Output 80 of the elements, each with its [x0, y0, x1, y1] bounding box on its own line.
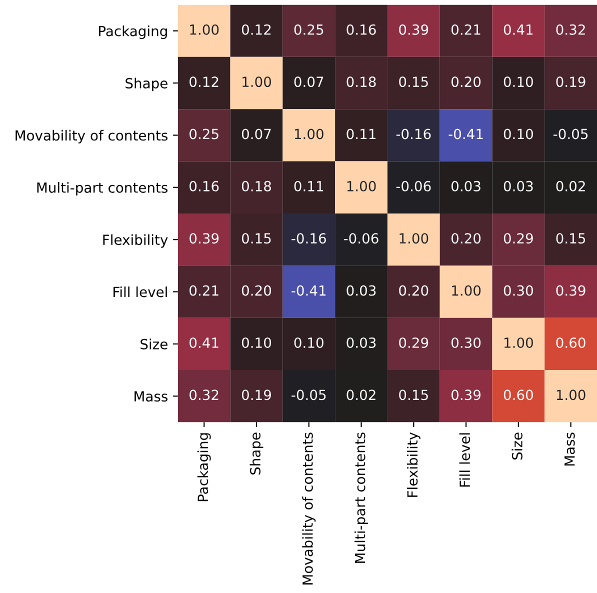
- data-label: 0.29: [399, 337, 428, 348]
- data-label: 0.39: [556, 285, 586, 296]
- data-label: 0.10: [504, 128, 533, 140]
- data-label: 0.12: [190, 76, 218, 88]
- data-label: 0.19: [556, 76, 586, 88]
- data-label: -0.16: [292, 233, 326, 244]
- data-label: 0.18: [346, 76, 376, 88]
- data-label: -0.05: [292, 390, 326, 400]
- data-label: 0.15: [556, 233, 586, 244]
- data-label: 0.25: [190, 128, 218, 140]
- data-label: 0.11: [294, 180, 324, 192]
- data-label: 1.00: [294, 128, 324, 140]
- data-label: 0.21: [190, 285, 218, 296]
- y-tick-label: Movability of contents: [16, 130, 168, 144]
- data-label: 0.03: [346, 337, 376, 348]
- data-label: 0.02: [556, 180, 585, 192]
- data-label: 0.20: [242, 285, 272, 296]
- data-label: 0.10: [242, 337, 272, 348]
- data-label: 1.00: [504, 337, 533, 348]
- data-label: 0.03: [504, 180, 533, 192]
- data-label: 0.12: [242, 24, 271, 35]
- data-label: 0.32: [556, 24, 585, 35]
- data-label: 0.20: [399, 285, 428, 296]
- data-label: 0.30: [451, 337, 481, 348]
- data-label: 0.39: [399, 24, 428, 35]
- data-label: 1.00: [242, 76, 272, 88]
- x-tick-label: Mass: [564, 432, 575, 466]
- data-label: 1.00: [556, 390, 586, 400]
- data-label: 0.15: [399, 390, 428, 400]
- data-label: -0.05: [554, 128, 588, 140]
- x-tick-label: Multi-part contents: [354, 432, 368, 563]
- data-label: 1.00: [452, 285, 481, 296]
- data-label: 1.00: [347, 180, 376, 192]
- data-label: 0.25: [294, 24, 324, 35]
- data-label: 0.18: [242, 180, 271, 192]
- data-label: 0.39: [451, 390, 481, 400]
- y-tick-label: Multi-part contents: [37, 182, 168, 196]
- y-tick-label: Packaging: [99, 26, 167, 39]
- data-label: 0.29: [504, 233, 533, 244]
- y-tick-label: Size: [140, 338, 168, 350]
- data-label: 0.20: [451, 233, 481, 244]
- data-label: 0.11: [346, 128, 376, 140]
- x-tick-label: Shape: [250, 432, 264, 475]
- data-label: 0.16: [346, 24, 376, 35]
- data-label: 0.15: [242, 233, 271, 244]
- data-label: 0.15: [399, 76, 428, 88]
- data-label: 0.03: [346, 285, 376, 296]
- data-label: 0.20: [451, 76, 481, 88]
- x-tick-label: Movability of contents: [302, 432, 316, 584]
- y-tick-label: Mass: [134, 391, 168, 402]
- data-label: -0.41: [292, 285, 326, 296]
- y-tick-label: Flexibility: [103, 234, 168, 248]
- x-tick-label: Size: [512, 432, 522, 460]
- y-tick-label: Shape: [126, 78, 168, 92]
- data-label: 0.10: [504, 76, 533, 88]
- data-label: 0.02: [346, 390, 376, 400]
- data-label: 1.00: [190, 24, 219, 35]
- data-label: 0.39: [190, 233, 219, 244]
- data-label: 0.16: [190, 180, 219, 192]
- data-label: -0.41: [448, 128, 483, 140]
- x-tick-label: Packaging: [197, 433, 211, 502]
- x-tick-label: Fill level: [459, 433, 470, 487]
- x-tick-label: Flexibility: [406, 432, 420, 497]
- data-label: 1.00: [400, 233, 428, 244]
- data-label: 0.10: [294, 337, 324, 348]
- data-label: 0.19: [242, 390, 271, 400]
- data-label: -0.16: [396, 128, 431, 140]
- data-label: 0.07: [242, 128, 271, 140]
- data-label: 0.32: [190, 390, 218, 400]
- data-label: -0.06: [396, 180, 431, 192]
- data-label: 0.60: [556, 337, 586, 348]
- y-tick-label: Fill level: [114, 286, 167, 298]
- data-label: -0.06: [344, 233, 378, 244]
- data-label: 0.03: [451, 180, 480, 192]
- data-label: 0.41: [190, 337, 218, 348]
- data-label: 0.21: [451, 24, 480, 35]
- data-label: 0.60: [504, 390, 533, 400]
- data-label: 0.41: [504, 24, 533, 35]
- data-label: 0.30: [504, 285, 533, 296]
- data-label: 0.07: [294, 76, 324, 88]
